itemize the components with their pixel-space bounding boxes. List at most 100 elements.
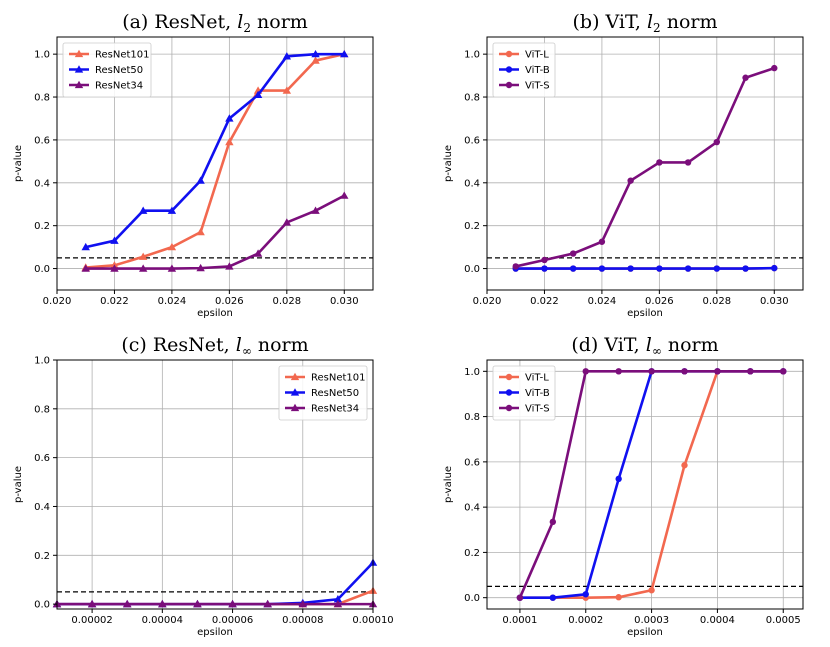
x-axis-label: epsilon xyxy=(627,627,663,638)
y-tick-label: 1.0 xyxy=(34,50,50,61)
y-tick-label: 0.8 xyxy=(464,412,480,423)
y-tick-label: 0.6 xyxy=(34,453,50,464)
x-tick-label: 0.028 xyxy=(272,296,301,307)
legend-marker xyxy=(505,81,513,89)
legend-marker xyxy=(505,50,513,58)
data-point-ResNet101 xyxy=(196,227,205,236)
y-tick-label: 1.0 xyxy=(464,367,480,378)
x-tick-label: 0.030 xyxy=(330,296,359,307)
data-point-ViT-S xyxy=(681,368,688,375)
data-point-ResNet50 xyxy=(311,49,320,58)
x-axis-label: epsilon xyxy=(197,308,233,319)
data-point-ResNet101 xyxy=(225,137,234,146)
legend-marker xyxy=(74,49,84,58)
data-point-ViT-S xyxy=(648,368,655,375)
legend: ResNet101 ResNet50 ResNet34 xyxy=(278,365,368,421)
legend-marker xyxy=(290,403,300,412)
data-point-ViT-S xyxy=(615,368,622,375)
data-point-ViT-S xyxy=(656,159,663,166)
data-point-ViT-B xyxy=(771,264,778,272)
data-point-ViT-S xyxy=(780,368,787,375)
axes-frame xyxy=(486,359,804,610)
chart-4: 0.0001 0.0002 0.0003 0.0004 0.0005 0.0 0.2 0.4 0… xyxy=(443,334,804,638)
series-line-ViT-S xyxy=(515,66,775,268)
chart-1: 0.020 0.022 0.024 0.026 0.028 0.030 0.0 0.2 0.4 0… xyxy=(13,11,374,319)
data-point-ResNet50 xyxy=(110,236,119,244)
data-point-ResNet50 xyxy=(225,114,234,122)
axes-frame xyxy=(486,36,804,291)
y-tick-label: 0.4 xyxy=(464,178,480,189)
legend: ViT-L ViT-B ViT-S xyxy=(492,42,556,98)
y-tick-label: 0.0 xyxy=(464,264,480,275)
legend-label: ResNet34 xyxy=(95,81,143,92)
data-point-ViT-L xyxy=(615,594,622,601)
data-point-ViT-S xyxy=(512,263,519,270)
data-point-ResNet50 xyxy=(196,176,205,184)
data-point-ResNet50 xyxy=(253,90,263,99)
chart-title: (b) ViT, l2 norm xyxy=(573,11,718,35)
data-point-ViT-B xyxy=(713,265,721,272)
data-point-ViT-B xyxy=(569,265,577,272)
data-point-ViT-S xyxy=(684,159,692,166)
data-point-ViT-S xyxy=(627,177,634,184)
data-point-ViT-B xyxy=(582,591,589,598)
x-tick-label: 0.026 xyxy=(215,296,244,307)
x-tick-label: 0.022 xyxy=(530,296,559,307)
data-point-ResNet34 xyxy=(253,249,263,257)
y-tick-label: 0.4 xyxy=(34,178,50,189)
x-tick-label: 0.022 xyxy=(100,296,129,307)
data-point-ViT-S xyxy=(747,368,754,375)
data-point-ViT-S xyxy=(541,256,548,264)
y-tick-label: 0.6 xyxy=(34,135,50,146)
series-line-ResNet50 xyxy=(57,561,374,606)
legend-label: ViT-B xyxy=(525,65,550,76)
data-point-ViT-S xyxy=(742,74,749,81)
data-point-ViT-L xyxy=(648,587,655,594)
data-point-ResNet34 xyxy=(333,599,343,608)
y-tick-label: 0.4 xyxy=(464,503,480,514)
legend-marker xyxy=(505,404,513,412)
data-point-ResNet34 xyxy=(123,599,132,608)
data-point-ResNet50 xyxy=(138,206,148,214)
legend-marker xyxy=(505,66,513,73)
data-point-ResNet50 xyxy=(340,49,349,58)
data-point-ResNet101 xyxy=(311,56,320,64)
data-point-ResNet34 xyxy=(110,264,119,272)
legend-label: ResNet101 xyxy=(95,50,150,61)
x-tick-label: 0.024 xyxy=(588,296,617,307)
data-point-ViT-S xyxy=(771,64,778,72)
axes-frame xyxy=(56,359,374,610)
data-point-ResNet101 xyxy=(282,86,292,94)
data-point-ViT-B xyxy=(615,475,622,483)
legend: ViT-L ViT-B ViT-S xyxy=(492,365,556,421)
y-axis-label: p-value xyxy=(443,466,454,503)
data-point-ViT-B xyxy=(549,594,557,601)
data-point-ResNet50 xyxy=(167,206,177,214)
data-point-ViT-S xyxy=(549,518,557,526)
legend-label: ViT-L xyxy=(525,373,549,384)
x-axis-label: epsilon xyxy=(627,308,663,319)
data-point-ViT-S xyxy=(714,368,721,375)
data-point-ResNet34 xyxy=(87,599,97,608)
legend-label: ViT-L xyxy=(525,50,549,61)
legend-marker xyxy=(290,388,300,396)
data-point-ResNet34 xyxy=(196,263,205,272)
series-line-ResNet34 xyxy=(85,194,345,270)
x-tick-label: 0.0005 xyxy=(766,615,801,626)
legend-marker xyxy=(505,373,513,381)
data-point-ResNet34 xyxy=(340,191,349,199)
x-axis-label: epsilon xyxy=(197,627,233,638)
legend-label: ViT-S xyxy=(525,404,550,415)
legend-label: ResNet34 xyxy=(311,404,359,415)
series-line-ResNet50 xyxy=(85,52,345,249)
data-point-ResNet50 xyxy=(282,52,292,60)
y-tick-label: 0.2 xyxy=(34,551,50,562)
data-point-ResNet34 xyxy=(263,599,272,608)
legend-label: ResNet50 xyxy=(311,388,359,399)
chart-title: (a) ResNet, l2 norm xyxy=(122,11,308,35)
data-point-ResNet34 xyxy=(228,599,237,608)
data-point-ResNet101 xyxy=(138,252,148,260)
data-point-ViT-B xyxy=(656,265,663,272)
x-tick-label: 0.030 xyxy=(760,296,789,307)
